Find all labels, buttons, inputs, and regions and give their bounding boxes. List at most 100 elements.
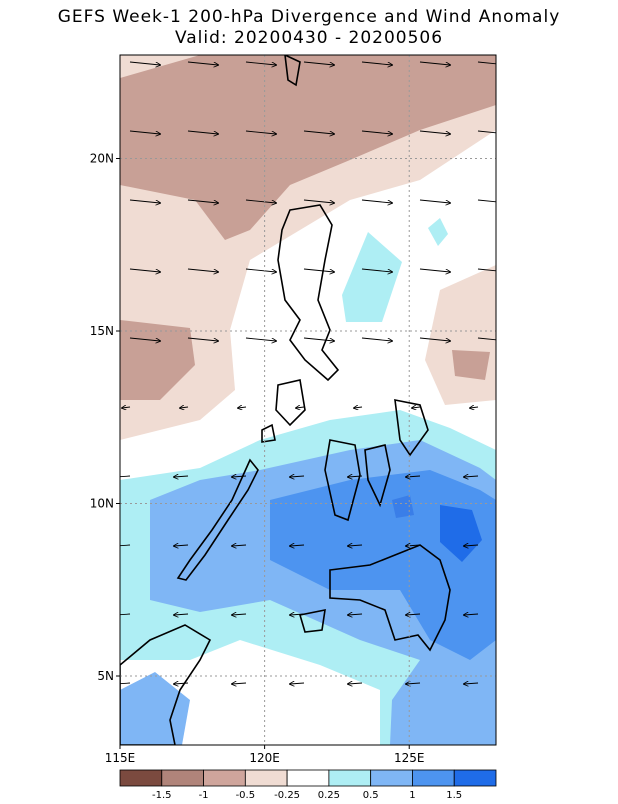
wind-arrow (348, 683, 363, 684)
wind-arrow (361, 61, 392, 65)
shade (120, 320, 195, 400)
wind-arrow (361, 268, 392, 272)
wind-arrow (477, 130, 496, 134)
colorbar-label: -1 (199, 790, 209, 800)
shade (342, 232, 402, 322)
colorbar-box (412, 769, 455, 787)
lat-tick-label: 20N (90, 152, 114, 166)
shade (270, 470, 496, 660)
lat-tick-label: 10N (90, 497, 114, 511)
shade (120, 55, 496, 240)
shade (452, 350, 490, 380)
colorbar-label: 0.25 (318, 790, 340, 800)
wind-arrow (187, 130, 218, 134)
wind-arrow (477, 268, 496, 272)
wind-arrow (464, 683, 479, 684)
coastlines (120, 55, 451, 745)
wind-arrow (232, 476, 247, 477)
lat-tick-label: 15N (90, 324, 114, 338)
wind-arrow (406, 545, 421, 546)
wind-arrow (238, 407, 247, 408)
wind-arrow (464, 614, 479, 615)
wind-arrow (290, 614, 305, 615)
wind-arrow (129, 268, 160, 272)
wind-arrow (477, 337, 496, 341)
wind-arrow (303, 130, 334, 134)
colorbar-box (328, 769, 372, 787)
wind-arrow (187, 268, 218, 272)
wind-arrow (129, 199, 160, 203)
wind-arrow (464, 545, 479, 546)
wind-arrow (245, 199, 276, 203)
colorbar-label: -0.25 (274, 790, 300, 800)
wind-arrow (180, 407, 189, 408)
colorbar-label: 1 (409, 790, 415, 800)
wind-arrow (232, 545, 247, 546)
lon-tick-label: 115E (105, 751, 136, 765)
lat-tick-label: 5N (97, 669, 114, 683)
shade (428, 218, 448, 246)
wind-arrow (419, 337, 450, 341)
wind-arrow (187, 337, 218, 341)
colorbar-box (286, 769, 330, 787)
wind-arrow (120, 545, 131, 546)
wind-arrow (232, 683, 247, 684)
wind-arrow (245, 130, 276, 134)
wind-arrow (129, 130, 160, 134)
map-frame (119, 54, 497, 746)
wind-arrow (296, 407, 305, 408)
wind-arrow (348, 545, 363, 546)
wind-arrow (122, 407, 131, 408)
colorbar-box (119, 769, 163, 787)
shade (120, 672, 190, 745)
wind-arrow (303, 199, 334, 203)
wind-arrow (419, 199, 450, 203)
wind-arrow (245, 268, 276, 272)
wind-arrow (303, 268, 334, 272)
wind-arrow (348, 752, 362, 753)
wind-arrow (419, 268, 450, 272)
wind-arrow (290, 683, 305, 684)
colorbar-box (370, 769, 413, 787)
wind-arrow (303, 337, 334, 341)
colorbar-label: -0.5 (236, 790, 256, 800)
wind-arrow (174, 752, 188, 753)
title: GEFS Week-1 200-hPa Divergence and Wind … (58, 7, 561, 27)
wind-arrow (187, 61, 218, 65)
wind-arrow (361, 337, 392, 341)
colorbar-box (161, 769, 204, 787)
colorbar: -1.5 -1 -0.5 -0.25 0.25 0.5 1 1.5 (119, 769, 497, 801)
map-field (120, 55, 496, 753)
wind-arrow (290, 752, 304, 753)
colorbar-label: 1.5 (446, 790, 462, 800)
wind-arrow (129, 337, 160, 341)
wind-arrow (129, 61, 160, 65)
wind-arrow (348, 476, 363, 477)
wind-arrow (406, 614, 421, 615)
colorbar-box (244, 769, 288, 787)
wind-arrows (120, 61, 496, 753)
shade (392, 495, 414, 518)
wind-arrow (303, 61, 334, 65)
wind-arrow (464, 476, 479, 477)
wind-arrow (464, 752, 478, 753)
wind-arrow (406, 476, 421, 477)
wind-arrow (174, 545, 189, 546)
wind-arrow (361, 130, 392, 134)
wind-arrow (120, 614, 131, 615)
colorbar-label: 0.5 (363, 790, 379, 800)
wind-arrow (290, 476, 305, 477)
wind-arrow (354, 407, 363, 408)
wind-arrow (187, 199, 218, 203)
colorbar-label: -1.5 (152, 790, 172, 800)
wind-arrow (419, 61, 450, 65)
colorbar-box (453, 769, 497, 787)
wind-arrow (174, 476, 189, 477)
wind-arrow (419, 130, 450, 134)
wind-arrow (406, 683, 421, 684)
wind-arrow (412, 407, 421, 408)
wind-arrow (470, 407, 479, 408)
wind-arrow (120, 683, 131, 684)
wind-arrow (174, 614, 189, 615)
